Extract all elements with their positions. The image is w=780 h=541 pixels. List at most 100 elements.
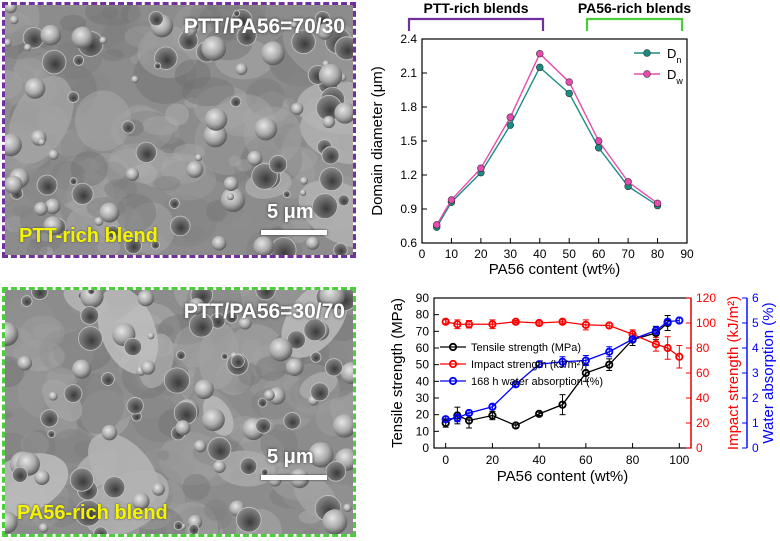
sem-texture-patch <box>142 115 179 136</box>
sem-texture-patch <box>5 70 23 100</box>
bottom-y-right2-tick-label: 5 <box>752 316 759 330</box>
sem-dispersed-particle <box>23 43 32 52</box>
sem-dispersed-particle <box>203 123 228 148</box>
bottom-data-point <box>675 316 684 325</box>
top-x-tick-label: 50 <box>563 247 577 261</box>
blend-group-label: PA56-rich blends <box>578 0 692 16</box>
sem-dispersed-particle <box>151 482 165 496</box>
sem-texture-patch <box>293 397 328 420</box>
sem-texture-patch <box>50 160 86 191</box>
sem-texture-patch <box>5 296 57 360</box>
sem-texture-patch <box>157 450 170 461</box>
bottom-x-tick-label: 100 <box>669 453 689 467</box>
sem-particle-cavity <box>11 466 28 483</box>
sem-texture-patch <box>101 49 124 62</box>
sem-texture-patch <box>90 107 148 148</box>
sem-particle-cavity <box>321 146 340 165</box>
sem-texture-patch <box>246 78 285 117</box>
bottom-data-point <box>605 321 614 330</box>
sem-texture-patch <box>19 315 65 350</box>
sem-particle-cavity <box>41 49 67 75</box>
sem-micrograph-top <box>5 5 353 255</box>
bottom-data-point <box>488 411 497 420</box>
sem-dispersed-particle <box>340 362 353 385</box>
sem-texture-patch <box>124 25 159 48</box>
sem-texture-patch <box>120 5 142 24</box>
sem-texture-patch <box>76 95 126 142</box>
sem-particle-cavity <box>47 430 56 439</box>
sem-particle-cavity <box>163 367 190 394</box>
sem-particle-cavity <box>235 506 262 533</box>
sem-texture-patch <box>190 6 224 24</box>
bottom-x-tick-label: 20 <box>486 453 500 467</box>
top-data-point-Dw <box>653 199 662 208</box>
sem-dispersed-particle <box>334 102 353 124</box>
sem-texture-patch <box>241 339 262 362</box>
top-y-axis-label: Domain diameter (μm) <box>369 66 386 216</box>
top-y-tick-label: 0.9 <box>400 202 417 216</box>
blend-group-label: PTT-rich blends <box>423 0 528 16</box>
sem-dispersed-particle <box>175 420 191 436</box>
sem-texture-patch <box>129 52 152 65</box>
sem-dispersed-particle <box>71 26 94 49</box>
bottom-data-point <box>441 418 450 428</box>
sem-texture-patch <box>260 424 298 463</box>
bottom-x-tick-label: 0 <box>442 453 449 467</box>
bottom-y-right2-axis-label: Water absorption (%) <box>760 302 777 443</box>
sem-texture-patch <box>20 431 49 459</box>
sem-dispersed-particle <box>223 176 239 191</box>
sem-particle-cavity <box>312 193 338 220</box>
bottom-y-left-tick-label: 0 <box>422 441 429 455</box>
sem-dispersed-particle <box>226 193 235 201</box>
sem-texture-patch <box>68 432 89 444</box>
sem-dispersed-particle <box>38 523 49 533</box>
top-axis-ticks: 0 10 20 30 40 50 60 70 80 90 0.6 0.9 1.2 1.5 1.8 2.1 2.4 <box>400 32 694 261</box>
bottom-data-point <box>628 330 637 339</box>
bottom-data-point <box>663 343 672 353</box>
sem-particle-cavity <box>207 436 232 461</box>
sem-dispersed-particle <box>188 298 205 315</box>
sem-texture-patch <box>156 136 186 154</box>
sem-particle-cavity <box>334 36 353 61</box>
sem-texture-patch <box>34 338 50 349</box>
sem-texture-patch <box>97 238 121 255</box>
sem-particle-cavity <box>150 240 160 250</box>
sem-dispersed-particle <box>99 36 107 44</box>
sem-dispersed-particle <box>343 503 352 513</box>
sem-particle-cavity <box>221 352 229 360</box>
sem-particle-cavity <box>230 96 242 108</box>
sem-texture-patch <box>50 429 93 464</box>
top-data-point-Dn <box>433 223 441 231</box>
sem-particle-cavity <box>303 318 327 342</box>
sem-particle-cavity <box>67 91 80 103</box>
top-x-tick-label: 80 <box>651 247 665 261</box>
sem-particle-cavity <box>87 290 96 295</box>
sem-top-blend-label: PTT-rich blend <box>19 225 158 247</box>
sem-texture-patch <box>49 349 66 367</box>
sem-texture-patch <box>75 130 92 148</box>
top-series-line-Dn <box>436 66 658 228</box>
sem-texture-patch <box>101 7 119 19</box>
sem-particle-cavity <box>325 461 347 482</box>
sem-dispersed-particle <box>201 35 227 61</box>
sem-texture-patch <box>186 65 214 87</box>
sem-particle-cavity <box>20 295 33 307</box>
bottom-y-right1-tick-label: 40 <box>696 391 710 405</box>
sem-particle-cavity <box>333 242 348 255</box>
sem-texture-patch <box>230 290 250 297</box>
sem-particle-cavity <box>154 62 162 70</box>
bottom-series-line <box>445 321 680 358</box>
top-series-line-Dw <box>436 52 658 226</box>
sem-particle-cavity <box>106 225 120 239</box>
blend-group-brackets: PTT-rich blends PA56-rich blends <box>407 0 692 31</box>
bottom-data-point <box>581 368 590 378</box>
sem-dispersed-particle <box>5 175 23 194</box>
bottom-data-point <box>453 413 462 423</box>
sem-particle-cavity <box>36 174 58 196</box>
bottom-y-right1-tick-label: 0 <box>696 441 703 455</box>
bottom-plot-frame <box>433 297 692 449</box>
sem-matrix-ridge <box>5 453 69 517</box>
sem-particle-cavity <box>176 350 186 361</box>
sem-image-pa56-rich: PTT/PA56=30/70 5 μm PA56-rich blend <box>2 287 356 537</box>
sem-matrix-ridge <box>8 76 74 164</box>
